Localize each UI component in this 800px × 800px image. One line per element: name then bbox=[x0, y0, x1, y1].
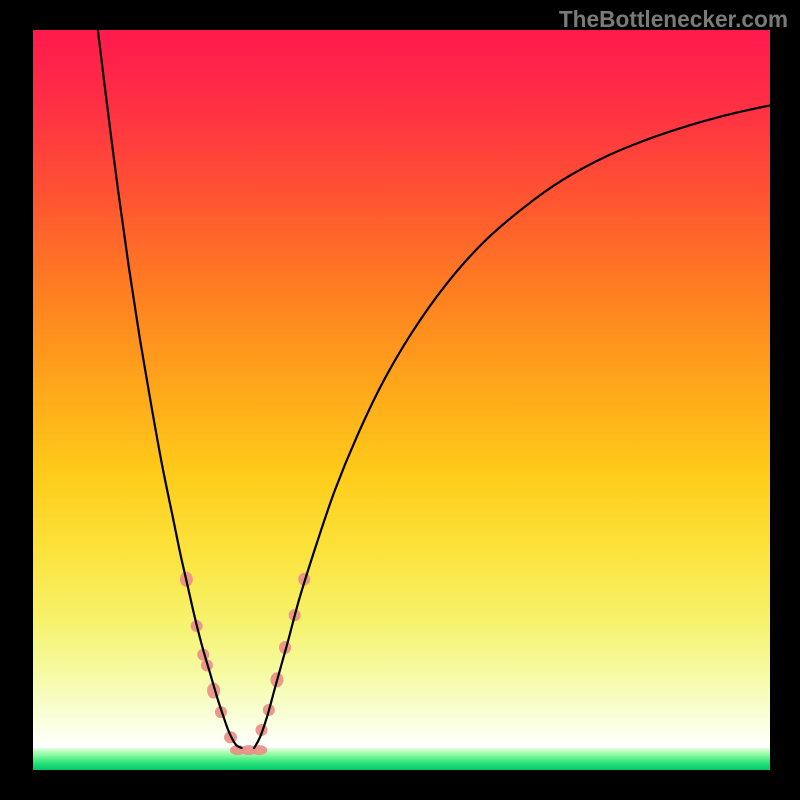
gradient-background bbox=[33, 30, 770, 748]
bottleneck-chart bbox=[33, 30, 770, 770]
stage: TheBottlenecker.com bbox=[0, 0, 800, 800]
green-baseline-band bbox=[33, 748, 770, 770]
watermark-text: TheBottlenecker.com bbox=[559, 6, 788, 33]
